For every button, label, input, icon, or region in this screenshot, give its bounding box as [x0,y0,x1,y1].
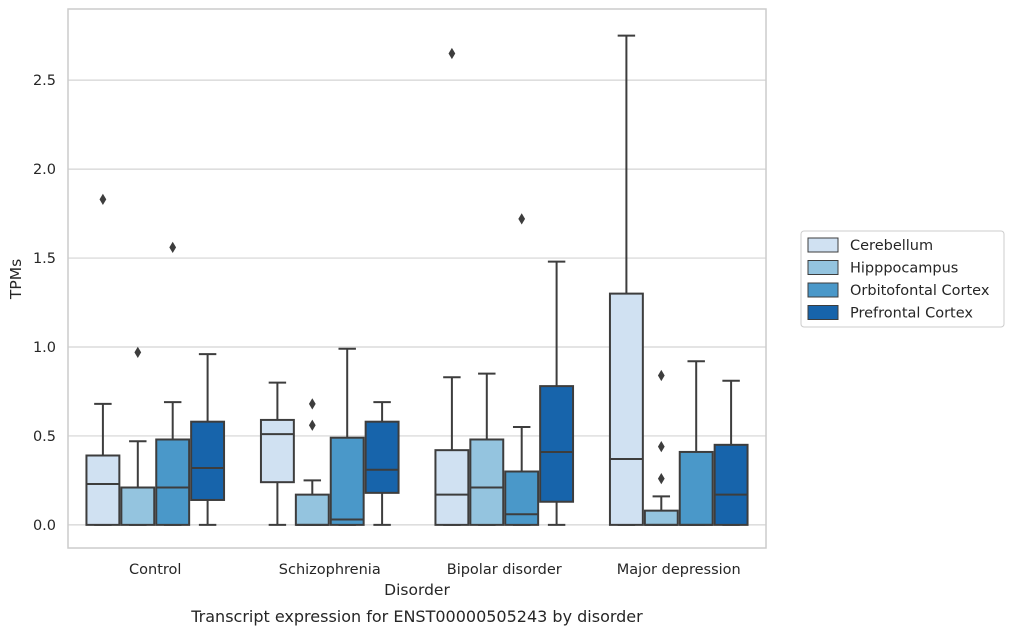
box-group [85,193,121,526]
legend-label: Cerebellum [850,238,933,254]
box [259,418,295,484]
box [643,509,679,526]
box [713,443,749,526]
legend-swatch [807,305,839,320]
legend-swatch [807,237,839,253]
x-axis-title: Disorder [384,581,450,599]
box [120,486,156,526]
outlier-point [134,346,142,358]
box-group [469,372,505,526]
y-tick-label: 0.5 [33,429,56,445]
box [504,470,540,526]
outlier-point [518,213,526,225]
outlier-point [99,193,107,205]
y-tick-labels: 0.0 0.5 1.0 1.5 2.0 2.5 [33,73,56,534]
legend: Cerebellum Hipppocampus Orbitofontal Corte… [800,230,1005,328]
outlier-point [657,440,665,453]
box [608,292,644,526]
legend-label: Orbitofontal Cortex [850,283,990,299]
legend-swatch [807,282,839,298]
outlier-point [169,241,177,253]
box [434,449,470,526]
box-group [608,34,644,526]
chart-caption: Transcript expression for ENST0000050524… [190,607,643,626]
box-group [504,213,540,526]
y-tick-label: 1.5 [33,251,56,267]
outlier-point [657,472,665,485]
x-tick-label: Schizophrenia [279,562,381,578]
box [294,493,330,526]
box-group [678,360,714,526]
box-group [713,379,749,526]
box-group [539,260,575,526]
outlier-point [308,398,316,410]
box-group [294,398,330,526]
box [329,436,365,526]
box-group [155,241,191,526]
outlier-point [657,369,665,382]
x-tick-label: Bipolar disorder [447,562,562,578]
box [85,454,121,526]
box [678,450,714,526]
x-tick-labels: Control Schizophrenia Bipolar disorder Majo… [129,562,741,578]
outlier-point [448,47,456,60]
x-tick-label: Major depression [617,562,741,578]
box-group [259,381,295,526]
x-tick-label: Control [129,562,181,578]
legend-label: Prefrontal Cortex [850,306,973,322]
box [155,438,191,526]
y-tick-label: 0.0 [33,518,56,534]
box-group [120,346,156,526]
box-group [329,347,365,526]
y-tick-label: 2.5 [33,73,56,89]
y-tick-label: 2.0 [33,162,56,178]
legend-swatch [807,260,839,275]
box-group [190,353,226,526]
plot-area-frame [67,8,767,549]
legend-label: Hipppocampus [850,261,958,277]
box [364,420,400,494]
box [190,420,226,501]
y-tick-label: 1.0 [33,340,56,356]
legend-frame [800,230,1005,328]
box-plots [85,34,749,526]
box-group [364,401,400,526]
box [539,385,575,503]
box-group [643,369,679,526]
box [469,438,505,526]
outlier-point [308,419,316,431]
box-group [434,47,470,526]
y-axis-title: TPMs [7,259,25,300]
